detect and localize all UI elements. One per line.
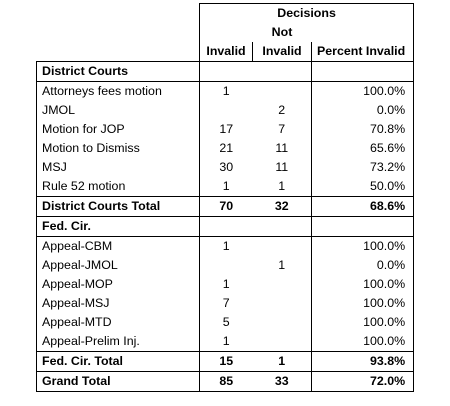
cell-not-invalid: 7 [278,122,286,136]
cell-percent: 50.0% [310,177,415,197]
col-header-percent: Percent Invalid [310,42,415,62]
cell-percent: 72.0% [310,371,415,392]
header-row-columns: Invalid Invalid Percent Invalid [36,42,415,62]
row-label: Motion for JOP [36,120,200,139]
cell-percent: 100.0% [310,332,415,352]
cell-invalid: 5 [199,313,253,332]
cell-not-invalid [253,237,312,257]
row-label: Fed. Cir. Total [36,351,200,372]
cell-percent: 73.2% [310,158,415,177]
cell-percent: 100.0% [310,81,415,101]
district-rows: Attorneys fees motion 1 100.0% JMOL 2 0.0% Mot… [36,81,415,197]
cell-percent: 0.0% [310,256,415,275]
row-label: Appeal-MSJ [36,294,200,313]
cell-percent: 93.8% [310,351,415,372]
table-row: Rule 52 motion 1 1 50.0% [36,177,415,197]
cell-percent: 68.6% [310,196,415,217]
cell-not-invalid [253,332,312,352]
cell-percent: 100.0% [310,236,415,256]
cell-invalid: 30 [199,158,253,177]
header-decisions: Decisions [198,3,415,23]
row-label: Appeal-MTD [36,313,200,332]
cell-not-invalid: 11 [275,160,289,174]
cell-not-invalid [253,313,312,332]
cell-invalid: 1 [199,236,253,256]
table-row: Attorneys fees motion 1 100.0% [36,81,415,101]
cell-percent: 70.8% [310,120,415,139]
cell-not-invalid: 33 [252,371,312,392]
cell-not-invalid: 1 [278,258,286,272]
cell-percent: 65.6% [310,139,415,158]
row-label: Appeal-Prelim Inj. [36,332,200,352]
section-header-fedcir: Fed. Cir. [36,216,415,237]
header-blank [37,4,200,24]
row-label: Grand Total [36,371,200,392]
cell-invalid [199,256,253,275]
section-label: District Courts [36,61,200,82]
row-label: District Courts Total [36,196,200,217]
cell-invalid: 1 [199,275,253,294]
table-row: JMOL 2 0.0% [36,101,415,120]
row-label: Attorneys fees motion [36,81,200,101]
cell-not-invalid [252,81,312,101]
cell-invalid: 15 [199,351,253,372]
row-label: Motion to Dismiss [36,139,200,158]
cell-not-invalid [253,294,312,313]
cell-not-invalid: 1 [278,179,286,193]
table-row: Appeal-Prelim Inj. 1 100.0% [36,332,415,352]
table-row: Motion to Dismiss 21 11 65.6% [36,139,415,158]
col-header-invalid: Invalid [199,42,253,62]
fedcir-rows: Appeal-CBM 1 100.0% Appeal-JMOL 1 0.0% Appeal-… [36,236,415,352]
cell-not-invalid: 32 [252,196,312,217]
row-label: Rule 52 motion [36,177,200,197]
district-total-row: District Courts Total 70 32 68.6% [36,196,415,217]
fedcir-total-row: Fed. Cir. Total 15 1 93.8% [36,351,415,372]
cell-percent: 0.0% [310,101,415,120]
col-header-not-invalid: Invalid [252,42,312,62]
cell-invalid: 1 [199,177,253,197]
cell-not-invalid [253,275,312,294]
header-not: Not [271,25,293,39]
grand-total-row: Grand Total 85 33 72.0% [36,371,415,392]
cell-percent: 100.0% [310,313,415,332]
section-label: Fed. Cir. [36,216,200,237]
section-header-district: District Courts [36,61,415,82]
cell-invalid: 7 [199,294,253,313]
cell-not-invalid: 11 [275,141,289,155]
row-label: MSJ [36,158,200,177]
row-label: Appeal-MOP [36,275,200,294]
cell-invalid: 17 [199,120,253,139]
cell-percent: 100.0% [310,294,415,313]
table-row: Appeal-CBM 1 100.0% [36,236,415,257]
row-label: JMOL [36,101,200,120]
row-label: Appeal-CBM [36,236,200,256]
row-label: Appeal-JMOL [36,256,200,275]
cell-percent: 100.0% [310,275,415,294]
table-row: MSJ 30 11 73.2% [36,158,415,177]
cell-invalid [199,101,253,120]
table-row: Appeal-MTD 5 100.0% [36,313,415,332]
decisions-table: Decisions Not Invalid Invalid Percent In… [36,3,415,392]
table-row: Appeal-JMOL 1 0.0% [36,256,415,275]
header-row-not: Not [37,23,415,42]
cell-invalid: 70 [199,196,253,217]
header-row-group: Decisions [37,3,415,24]
table-row: Appeal-MOP 1 100.0% [36,275,415,294]
table-row: Appeal-MSJ 7 100.0% [36,294,415,313]
cell-not-invalid: 2 [278,103,286,117]
table-row: Motion for JOP 17 7 70.8% [36,120,415,139]
cell-invalid: 85 [199,371,253,392]
cell-not-invalid: 1 [252,351,312,372]
cell-invalid: 21 [199,139,253,158]
cell-invalid: 1 [199,332,253,352]
cell-invalid: 1 [199,81,253,101]
